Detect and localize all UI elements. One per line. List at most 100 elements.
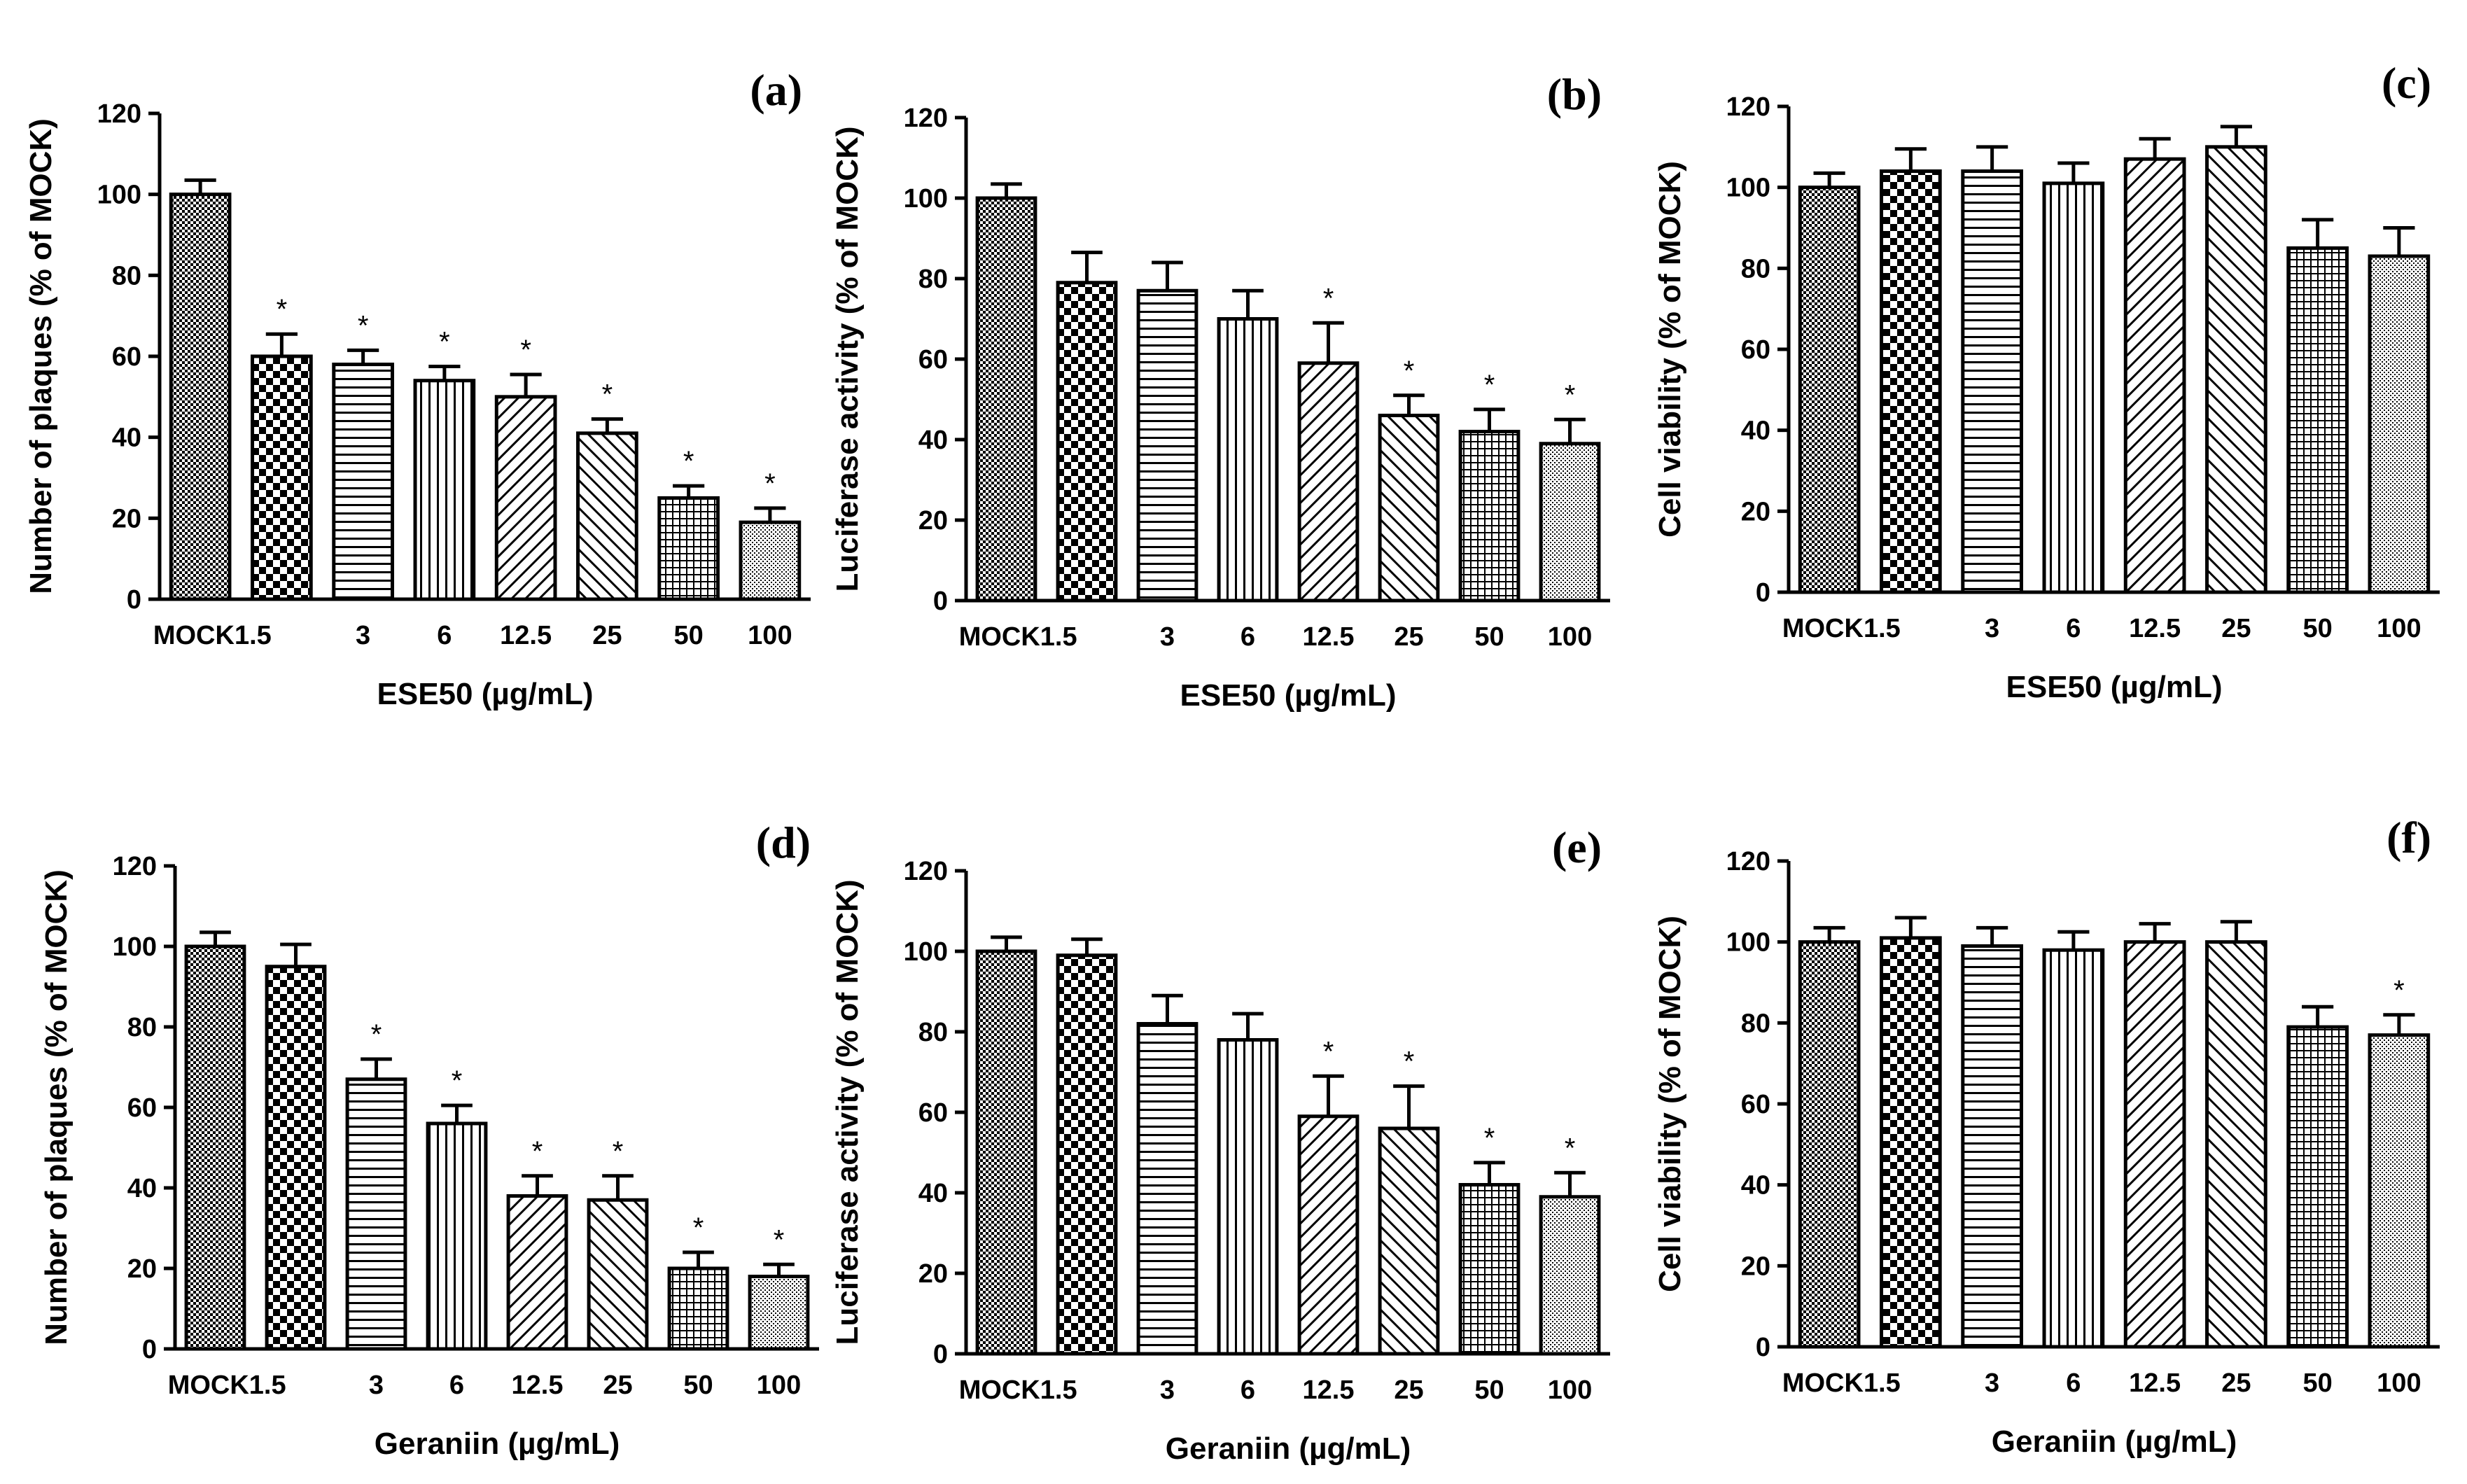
y-tick-label: 20 — [112, 504, 141, 533]
bar — [2286, 1025, 2349, 1349]
significance-marker: * — [532, 1136, 543, 1167]
panel-label: (b) — [1547, 69, 1602, 119]
y-tick-label: 120 — [1726, 847, 1770, 876]
bar — [426, 1121, 488, 1351]
bar — [2286, 246, 2349, 594]
x-tick-label: 1.5 — [1040, 1376, 1077, 1405]
x-tick-label: 50 — [1474, 622, 1504, 652]
significance-marker: * — [1484, 370, 1495, 400]
bar — [169, 192, 232, 601]
bar — [1961, 944, 2023, 1349]
bar — [1136, 1022, 1198, 1356]
bar — [975, 196, 1037, 603]
significance-marker: * — [2393, 975, 2405, 1006]
x-axis-title: Geraniin (µg/mL) — [1166, 1432, 1411, 1466]
y-tick-label: 120 — [97, 99, 141, 129]
y-tick-label: 60 — [112, 342, 141, 372]
x-tick-label: 1.5 — [249, 1371, 286, 1400]
x-tick-label: 50 — [2302, 1368, 2332, 1398]
x-tick-label: 12.5 — [1303, 622, 1355, 652]
x-tick-label: 1.5 — [1040, 622, 1077, 652]
bar — [657, 496, 720, 601]
significance-marker: * — [1565, 1133, 1576, 1163]
y-tick-label: 80 — [112, 261, 141, 290]
y-tick-label: 40 — [127, 1174, 157, 1203]
bar — [1217, 1038, 1279, 1356]
x-tick-label: 12.5 — [1303, 1376, 1355, 1405]
bar — [2205, 940, 2267, 1349]
x-tick-label: MOCK — [1782, 614, 1864, 643]
significance-marker: * — [439, 326, 450, 357]
y-tick-label: 20 — [127, 1254, 157, 1284]
bar — [1458, 430, 1521, 603]
bar — [1539, 1195, 1601, 1356]
bar — [1880, 936, 1942, 1349]
x-tick-label: 3 — [1985, 614, 1999, 643]
bar — [184, 944, 246, 1351]
y-tick-label: 80 — [1741, 254, 1770, 284]
y-tick-label: 0 — [933, 1340, 948, 1369]
y-tick-label: 100 — [1726, 174, 1770, 203]
y-axis-title: Luciferase activity (% of MOCK) — [830, 126, 865, 592]
x-tick-label: 3 — [1160, 622, 1175, 652]
x-tick-label: 12.5 — [500, 621, 552, 650]
chart-panel: 0 20 40 60 80 100 120 MOCK 1.5 3 6 12.5 25 50 100 ESE50… — [1653, 58, 2440, 704]
x-tick-label: 3 — [1160, 1376, 1175, 1405]
x-tick-label: 100 — [1548, 1376, 1592, 1405]
bar — [494, 395, 557, 601]
y-tick-label: 20 — [918, 1259, 948, 1289]
y-tick-label: 120 — [113, 852, 157, 881]
x-tick-label: 50 — [673, 621, 703, 650]
y-tick-label: 120 — [904, 104, 948, 133]
y-tick-label: 120 — [1726, 92, 1770, 122]
y-tick-label: 60 — [127, 1093, 157, 1123]
bar — [1880, 169, 1942, 594]
y-tick-label: 100 — [113, 932, 157, 962]
y-tick-label: 60 — [1741, 335, 1770, 365]
chart-panel: 0 20 40 60 80 100 120 MOCK 1.5 3 6 * 12.5 * 25 * 50 * 100 G… — [830, 822, 1610, 1466]
significance-marker: * — [1565, 379, 1576, 410]
x-tick-label: 12.5 — [2129, 1368, 2181, 1398]
y-tick-label: 20 — [1741, 497, 1770, 526]
y-tick-label: 20 — [1741, 1252, 1770, 1281]
bar — [748, 1275, 810, 1351]
bar — [1378, 1126, 1440, 1356]
x-tick-label: 6 — [437, 621, 452, 650]
bar — [1136, 288, 1198, 603]
x-tick-label: 6 — [449, 1371, 464, 1400]
x-tick-label: MOCK — [1782, 1368, 1864, 1398]
x-tick-label: 12.5 — [512, 1371, 564, 1400]
x-tick-label: 6 — [1241, 622, 1255, 652]
panel-label: (a) — [750, 65, 802, 115]
x-tick-label: 6 — [2066, 1368, 2081, 1398]
y-tick-label: 40 — [112, 424, 141, 453]
bar — [739, 520, 802, 601]
bar — [1539, 442, 1601, 603]
significance-marker: * — [358, 310, 369, 341]
y-axis-title: Number of plaques (% of MOCK) — [24, 118, 58, 594]
y-tick-label: 0 — [1756, 1333, 1770, 1362]
x-axis-title: ESE50 (µg/mL) — [2006, 670, 2223, 704]
panel-label: (f) — [2386, 813, 2431, 862]
x-tick-label: 1.5 — [1864, 614, 1901, 643]
x-tick-label: 1.5 — [235, 621, 272, 650]
x-tick-label: 25 — [603, 1371, 632, 1400]
y-tick-label: 60 — [1741, 1090, 1770, 1119]
bar — [265, 965, 327, 1351]
x-tick-label: 50 — [1474, 1376, 1504, 1405]
x-axis-title: ESE50 (µg/mL) — [1180, 678, 1397, 713]
y-tick-label: 100 — [1726, 928, 1770, 958]
x-tick-label: 3 — [356, 621, 370, 650]
bar — [1378, 414, 1440, 603]
x-tick-label: 1.5 — [1864, 1368, 1901, 1398]
y-axis-title: Cell viability (% of MOCK) — [1653, 161, 1687, 538]
x-tick-label: MOCK — [153, 621, 235, 650]
bar — [1961, 169, 2023, 594]
x-tick-label: 100 — [757, 1371, 801, 1400]
bar — [1056, 281, 1118, 603]
bar — [413, 379, 476, 601]
y-tick-label: 120 — [904, 857, 948, 886]
bar — [2368, 254, 2431, 594]
x-tick-label: 25 — [592, 621, 622, 650]
y-tick-label: 80 — [1741, 1009, 1770, 1038]
